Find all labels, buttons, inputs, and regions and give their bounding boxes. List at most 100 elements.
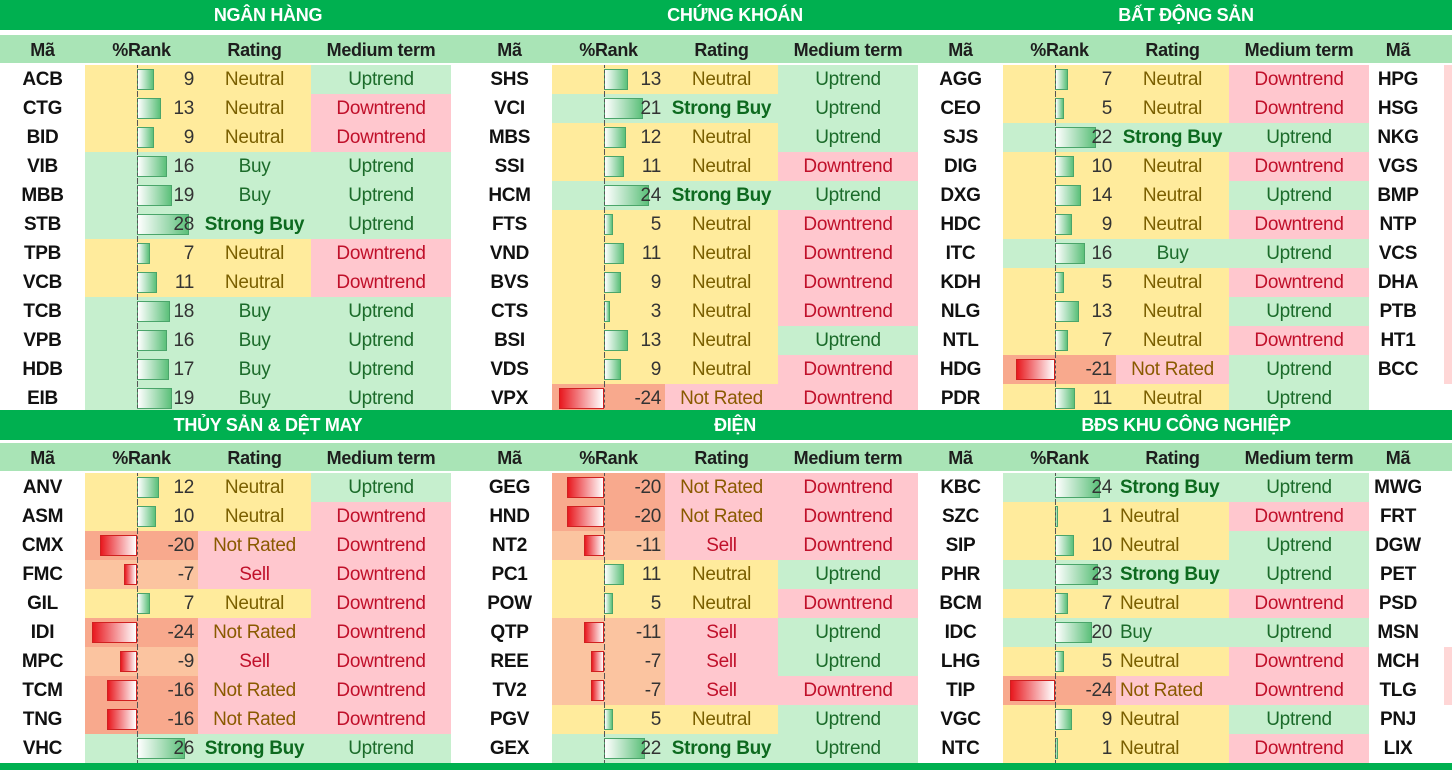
stock-code[interactable]: VPX	[467, 384, 552, 413]
stock-code[interactable]: GEX	[467, 734, 552, 763]
stock-code[interactable]: GIL	[0, 589, 85, 618]
stock-code[interactable]: BID	[0, 123, 85, 152]
stock-code[interactable]: HT1	[1369, 326, 1427, 355]
truncated-rank-cell	[1444, 502, 1452, 531]
stock-code[interactable]: PET	[1369, 560, 1427, 589]
stock-code[interactable]: DGW	[1369, 531, 1427, 560]
stock-code[interactable]: VGS	[1369, 152, 1427, 181]
stock-code[interactable]: TNG	[0, 705, 85, 734]
trend-cell: Uptrend	[1229, 560, 1369, 589]
stock-code[interactable]: FRT	[1369, 502, 1427, 531]
stock-code[interactable]: NKG	[1369, 123, 1427, 152]
stock-code[interactable]: NTP	[1369, 210, 1427, 239]
stock-code[interactable]: MWG	[1369, 473, 1427, 502]
trend-cell: Downtrend	[1229, 502, 1369, 531]
rank-value: -16	[167, 709, 194, 730]
stock-code[interactable]: DIG	[918, 152, 1003, 181]
stock-code[interactable]: SSI	[467, 152, 552, 181]
stock-code[interactable]: VCI	[467, 94, 552, 123]
stock-code[interactable]: SIP	[918, 531, 1003, 560]
stock-code[interactable]: VGC	[918, 705, 1003, 734]
stock-code[interactable]: NTC	[918, 734, 1003, 763]
stock-code[interactable]	[1369, 384, 1427, 413]
stock-code[interactable]: IDC	[918, 618, 1003, 647]
stock-code[interactable]: ASM	[0, 502, 85, 531]
stock-code[interactable]: PC1	[467, 560, 552, 589]
stock-code[interactable]: PGV	[467, 705, 552, 734]
rating-cell: Buy	[1116, 239, 1229, 268]
stock-code[interactable]: HND	[467, 502, 552, 531]
rank-value: 7	[1101, 593, 1113, 614]
stock-code[interactable]: PNJ	[1369, 705, 1427, 734]
stock-code[interactable]: SHS	[467, 65, 552, 94]
stock-code[interactable]: HDG	[918, 355, 1003, 384]
stock-code[interactable]: VCS	[1369, 239, 1427, 268]
stock-code[interactable]: DHA	[1369, 268, 1427, 297]
stock-code[interactable]: PHR	[918, 560, 1003, 589]
stock-code[interactable]: CTS	[467, 297, 552, 326]
stock-code[interactable]: POW	[467, 589, 552, 618]
stock-code[interactable]: BCC	[1369, 355, 1427, 384]
stock-code[interactable]: VDS	[467, 355, 552, 384]
stock-code[interactable]: TV2	[467, 676, 552, 705]
positive-rank-bar	[137, 359, 169, 380]
stock-code[interactable]: REE	[467, 647, 552, 676]
stock-code[interactable]: BCM	[918, 589, 1003, 618]
stock-code[interactable]: CMX	[0, 531, 85, 560]
stock-code[interactable]: HCM	[467, 181, 552, 210]
stock-code[interactable]: NT2	[467, 531, 552, 560]
stock-code[interactable]: VIB	[0, 152, 85, 181]
stock-code[interactable]: VCB	[0, 268, 85, 297]
stock-code[interactable]: TLG	[1369, 676, 1427, 705]
stock-code[interactable]: PTB	[1369, 297, 1427, 326]
rank-value: 9	[1101, 214, 1113, 235]
stock-code[interactable]: KDH	[918, 268, 1003, 297]
stock-code[interactable]: MSN	[1369, 618, 1427, 647]
stock-code[interactable]: FTS	[467, 210, 552, 239]
stock-code[interactable]: ACB	[0, 65, 85, 94]
stock-code[interactable]: DXG	[918, 181, 1003, 210]
stock-code[interactable]: HDB	[0, 355, 85, 384]
stock-code[interactable]: IDI	[0, 618, 85, 647]
stock-code[interactable]: HPG	[1369, 65, 1427, 94]
stock-code[interactable]: BMP	[1369, 181, 1427, 210]
stock-code[interactable]: SZC	[918, 502, 1003, 531]
stock-code[interactable]: MPC	[0, 647, 85, 676]
stock-code[interactable]: BSI	[467, 326, 552, 355]
stock-code[interactable]: TCM	[0, 676, 85, 705]
stock-code[interactable]: CTG	[0, 94, 85, 123]
stock-code[interactable]: FMC	[0, 560, 85, 589]
stock-code[interactable]: MBB	[0, 181, 85, 210]
rank-value: 9	[1101, 709, 1113, 730]
stock-code[interactable]: GEG	[467, 473, 552, 502]
positive-rank-bar	[137, 69, 154, 90]
stock-code[interactable]: KBC	[918, 473, 1003, 502]
rank-axis	[137, 181, 138, 210]
stock-code[interactable]: VND	[467, 239, 552, 268]
stock-code[interactable]: MBS	[467, 123, 552, 152]
stock-code[interactable]: QTP	[467, 618, 552, 647]
stock-code[interactable]: LIX	[1369, 734, 1427, 763]
stock-code[interactable]: CEO	[918, 94, 1003, 123]
stock-code[interactable]: TCB	[0, 297, 85, 326]
stock-code[interactable]: ITC	[918, 239, 1003, 268]
stock-code[interactable]: AGG	[918, 65, 1003, 94]
stock-code[interactable]: VPB	[0, 326, 85, 355]
stock-code[interactable]: MCH	[1369, 647, 1427, 676]
stock-code[interactable]: NTL	[918, 326, 1003, 355]
stock-code[interactable]: SJS	[918, 123, 1003, 152]
stock-code[interactable]: TIP	[918, 676, 1003, 705]
rank-value: 1	[1101, 738, 1113, 759]
stock-code[interactable]: BVS	[467, 268, 552, 297]
stock-code[interactable]: PSD	[1369, 589, 1427, 618]
stock-code[interactable]: HSG	[1369, 94, 1427, 123]
stock-code[interactable]: NLG	[918, 297, 1003, 326]
stock-code[interactable]: ANV	[0, 473, 85, 502]
stock-code[interactable]: STB	[0, 210, 85, 239]
stock-code[interactable]: PDR	[918, 384, 1003, 413]
stock-code[interactable]: HDC	[918, 210, 1003, 239]
stock-code[interactable]: LHG	[918, 647, 1003, 676]
stock-code[interactable]: EIB	[0, 384, 85, 413]
stock-code[interactable]: TPB	[0, 239, 85, 268]
stock-code[interactable]: VHC	[0, 734, 85, 763]
